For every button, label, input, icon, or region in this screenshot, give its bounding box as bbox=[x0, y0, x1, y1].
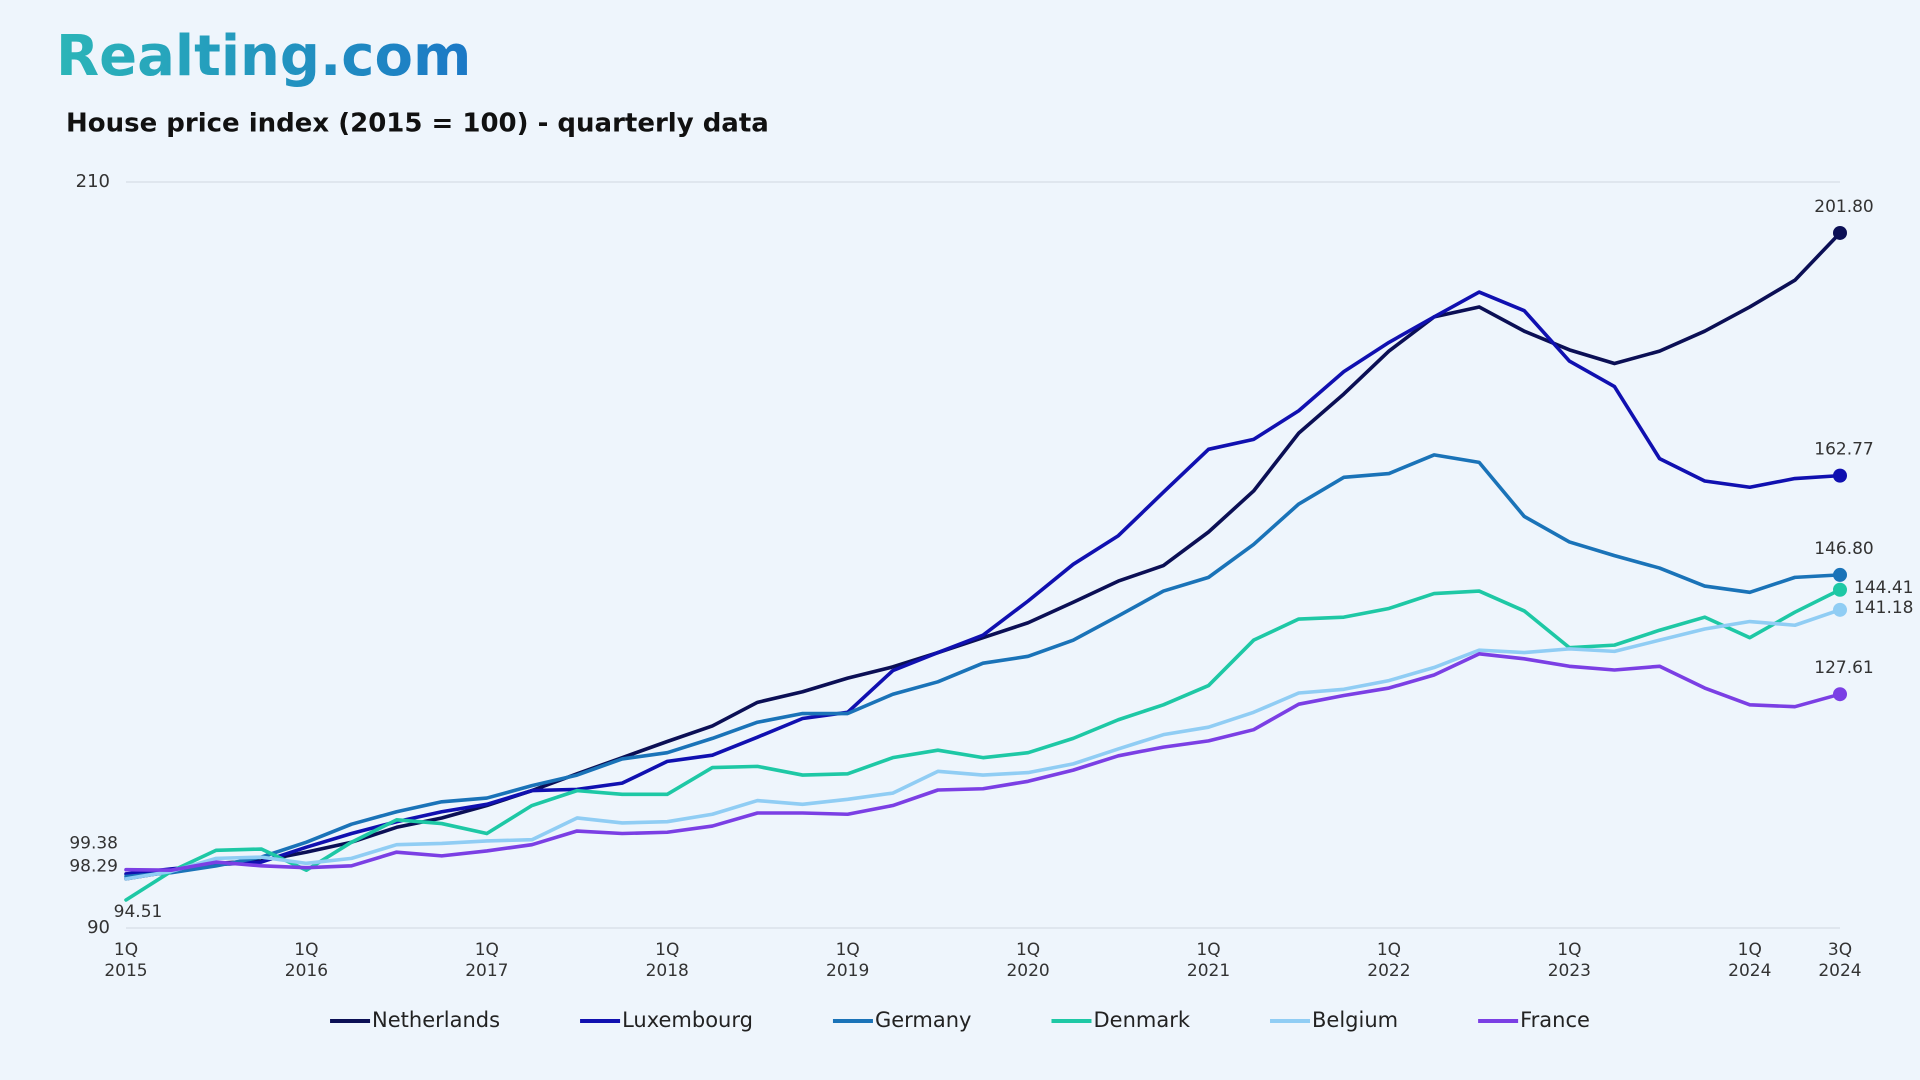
series-line bbox=[124, 453, 1842, 879]
series-line bbox=[124, 290, 1842, 876]
end-point bbox=[1833, 225, 1847, 240]
value-label: 144.41 bbox=[1854, 578, 1913, 598]
value-label: 98.29 bbox=[69, 856, 118, 876]
end-point bbox=[1833, 582, 1847, 597]
x-tick-label: 3Q 2024 bbox=[1818, 940, 1862, 981]
end-point bbox=[1833, 602, 1847, 617]
x-tick-label: 1Q 2024 bbox=[1728, 940, 1772, 981]
y-tick-label: 210 bbox=[76, 171, 110, 192]
end-point bbox=[1833, 567, 1847, 582]
value-label: 99.38 bbox=[69, 834, 118, 854]
legend-label: Denmark bbox=[1093, 1008, 1190, 1032]
x-tick-label: 1Q 2022 bbox=[1367, 940, 1411, 981]
value-label: 94.51 bbox=[114, 902, 163, 922]
end-point bbox=[1833, 468, 1847, 483]
legend-label: Netherlands bbox=[372, 1008, 500, 1032]
series-line bbox=[124, 652, 1842, 872]
end-point bbox=[1833, 687, 1847, 702]
x-tick-label: 1Q 2015 bbox=[104, 940, 148, 981]
x-tick-label: 1Q 2018 bbox=[645, 940, 689, 981]
legend-label: Luxembourg bbox=[622, 1008, 753, 1032]
x-tick-label: 1Q 2016 bbox=[284, 940, 329, 981]
chart-title: House price index (2015 = 100) - quarter… bbox=[66, 109, 769, 139]
legend-label: France bbox=[1520, 1008, 1590, 1032]
series-line bbox=[124, 231, 1842, 881]
x-tick-label: 1Q 2023 bbox=[1547, 940, 1591, 981]
y-tick-label: 90 bbox=[87, 917, 110, 938]
series-line bbox=[124, 587, 1842, 902]
value-label: 162.77 bbox=[1814, 440, 1873, 460]
x-tick-label: 1Q 2021 bbox=[1186, 940, 1231, 981]
legend-label: Germany bbox=[875, 1008, 972, 1032]
x-tick-label: 1Q 2020 bbox=[1006, 940, 1050, 981]
x-tick-label: 1Q 2019 bbox=[826, 940, 870, 981]
x-tick-label: 1Q 2017 bbox=[465, 940, 509, 981]
legend-label: Belgium bbox=[1312, 1008, 1398, 1032]
series-line bbox=[124, 608, 1842, 881]
value-label: 127.61 bbox=[1814, 658, 1873, 678]
value-label: 141.18 bbox=[1854, 598, 1913, 618]
value-label: 201.80 bbox=[1814, 197, 1873, 217]
logo: Realting.com bbox=[56, 24, 471, 89]
value-label: 146.80 bbox=[1814, 539, 1873, 559]
